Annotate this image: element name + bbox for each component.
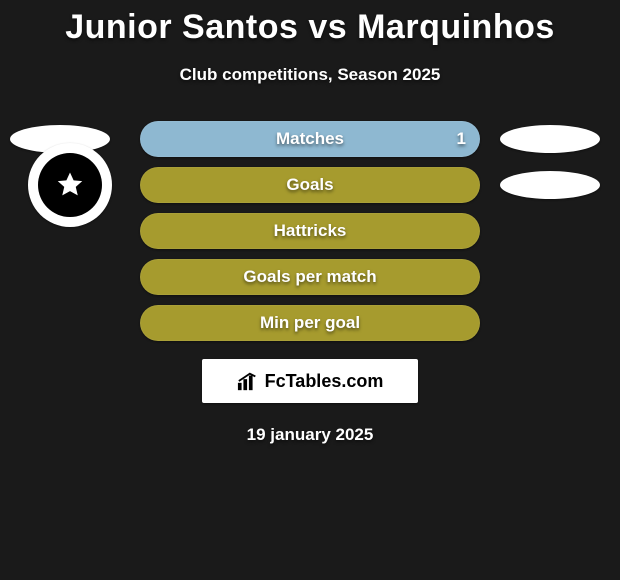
stat-bar: Matches 1 [140, 121, 480, 157]
stat-value-right: 1 [457, 129, 466, 149]
stat-row-gpm: Goals per match [0, 259, 620, 295]
date-label: 19 january 2025 [0, 425, 620, 445]
stat-label: Min per goal [260, 313, 360, 333]
right-pill [500, 125, 600, 153]
fctables-text: FcTables.com [265, 371, 384, 392]
stat-bar: Goals per match [140, 259, 480, 295]
stat-label: Hattricks [274, 221, 347, 241]
star-icon [55, 170, 85, 200]
stat-label: Goals [286, 175, 333, 195]
stats-container: Matches 1 Goals Hattricks Goals per matc… [0, 121, 620, 341]
stat-row-mpg: Min per goal [0, 305, 620, 341]
page-subtitle: Club competitions, Season 2025 [0, 65, 620, 85]
stat-label: Goals per match [243, 267, 376, 287]
fctables-badge: FcTables.com [202, 359, 418, 403]
stat-bar: Goals [140, 167, 480, 203]
stat-bar: Min per goal [140, 305, 480, 341]
club-badge-inner [38, 153, 102, 217]
stat-row-hattricks: Hattricks [0, 213, 620, 249]
stat-row-goals: Goals [0, 167, 620, 203]
page-title: Junior Santos vs Marquinhos [0, 0, 620, 47]
stat-bar: Hattricks [140, 213, 480, 249]
bars-icon [237, 371, 259, 391]
right-pill [500, 171, 600, 199]
stat-label: Matches [276, 129, 344, 149]
